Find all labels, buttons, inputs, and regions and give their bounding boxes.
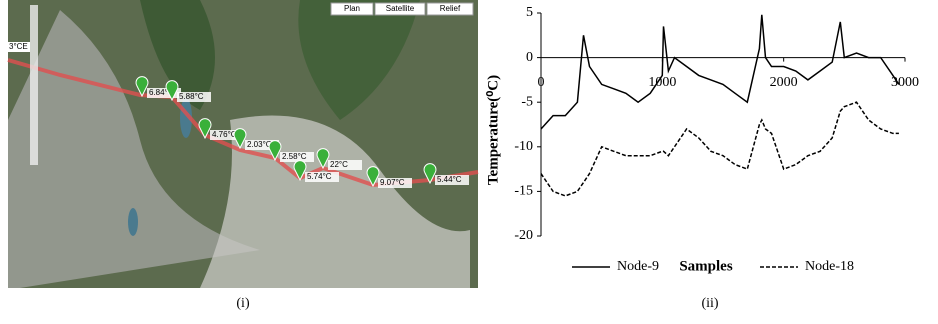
y-tick-label: -15 — [514, 184, 533, 199]
map-label: 2.58°C — [282, 152, 307, 161]
map-button-label: Plan — [344, 4, 360, 13]
zoom-slider[interactable] — [30, 5, 38, 165]
x-axis-title: Samples — [679, 258, 733, 274]
map-label: 5.88°C — [179, 92, 204, 101]
series-line — [541, 15, 899, 129]
y-tick-label: -10 — [514, 139, 533, 154]
y-tick-label: -20 — [514, 228, 533, 243]
x-tick-label: 1000 — [648, 75, 676, 90]
x-tick-label: 2000 — [770, 75, 798, 90]
series-line — [541, 102, 899, 196]
scale-label: 3°CE — [9, 42, 28, 51]
map-label: 5.44°C — [437, 175, 462, 184]
map-label: 4.76°C — [212, 130, 237, 139]
caption: (ii) — [701, 296, 718, 311]
caption: (i) — [236, 296, 250, 311]
legend-label: Node-18 — [805, 259, 854, 274]
map-button-label: Satellite — [386, 4, 415, 13]
lake — [128, 208, 138, 236]
map-label: 2.03°C — [247, 140, 272, 149]
figure: Plan Satellite Relief 3°CE (i) (ii) Temp… — [0, 0, 938, 319]
map-label: 9.07°C — [380, 178, 405, 187]
legend-label: Node-9 — [617, 259, 659, 274]
y-tick-label: 5 — [526, 5, 533, 20]
map-label: 22°C — [330, 160, 348, 169]
x-tick-label: 3000 — [891, 75, 919, 90]
map-label: 5.74°C — [307, 172, 332, 181]
x-tick-label: 0 — [538, 75, 545, 90]
map-panel: Plan Satellite Relief 3°CE — [8, 0, 478, 288]
y-tick-label: -5 — [521, 94, 533, 109]
map-button-label: Relief — [440, 4, 461, 13]
y-tick-label: 0 — [526, 50, 533, 65]
y-axis-title: Temperature(⁰C) — [485, 75, 501, 185]
